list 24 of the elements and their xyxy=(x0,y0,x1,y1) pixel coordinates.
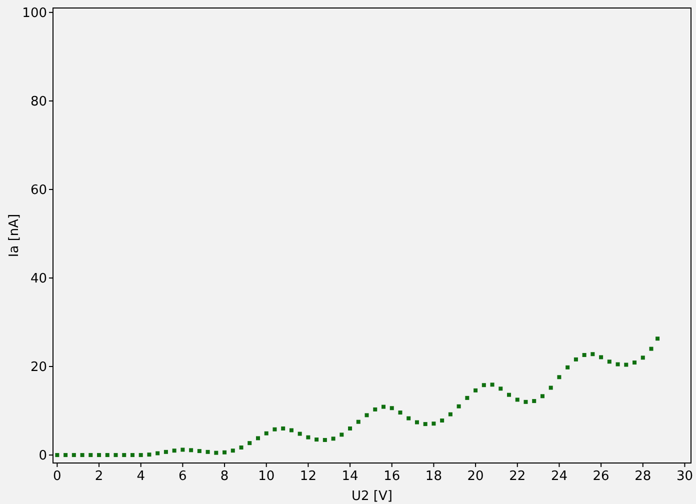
x-tick-label: 6 xyxy=(178,469,187,484)
x-tick-label: 30 xyxy=(676,469,693,484)
y-tick-label: 40 xyxy=(30,272,47,287)
y-tick-label: 60 xyxy=(30,183,47,198)
x-tick-label: 24 xyxy=(550,469,568,484)
y-tick-label: 20 xyxy=(30,360,47,376)
x-axis-title: U2 [V] xyxy=(352,489,392,504)
x-tick-label: 20 xyxy=(467,469,484,484)
x-tick-label: 4 xyxy=(136,469,145,484)
x-tick-label: 18 xyxy=(425,469,442,484)
x-tick-label: 26 xyxy=(592,469,610,484)
y-tick-label: 0 xyxy=(38,448,47,464)
y-axis-title: Ia [nA] xyxy=(7,214,22,258)
x-tick-label: 0 xyxy=(53,469,62,484)
x-tick-label: 8 xyxy=(220,469,229,484)
x-tick-label: 22 xyxy=(509,469,526,484)
y-tick-label: 80 xyxy=(30,94,47,110)
x-tick-label: 10 xyxy=(258,469,275,484)
x-tick-label: 12 xyxy=(300,469,316,484)
x-tick-label: 16 xyxy=(384,469,400,484)
x-tick-label: 14 xyxy=(342,469,358,484)
x-tick-label: 2 xyxy=(94,469,104,484)
x-tick-label: 28 xyxy=(634,469,652,484)
y-tick-label: 100 xyxy=(22,6,47,21)
